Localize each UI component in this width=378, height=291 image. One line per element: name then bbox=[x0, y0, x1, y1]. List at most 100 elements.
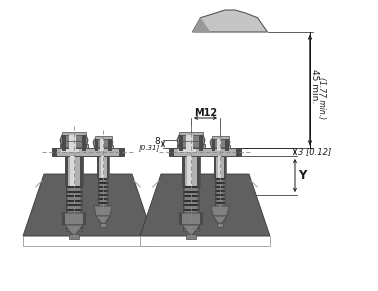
Bar bbox=[183, 213, 199, 215]
Text: (1.77 min.): (1.77 min.) bbox=[316, 77, 325, 119]
Bar bbox=[108, 139, 112, 151]
Polygon shape bbox=[177, 135, 205, 148]
Bar bbox=[225, 139, 228, 151]
Bar bbox=[60, 144, 88, 148]
Bar bbox=[69, 135, 76, 151]
Bar bbox=[215, 182, 225, 184]
Bar bbox=[98, 182, 108, 184]
Bar bbox=[106, 178, 108, 221]
Bar bbox=[99, 139, 104, 151]
Bar bbox=[214, 156, 216, 178]
Bar bbox=[215, 214, 225, 216]
Text: 3 [0.12]: 3 [0.12] bbox=[298, 148, 331, 157]
Bar bbox=[183, 200, 199, 201]
Text: [0.31]: [0.31] bbox=[139, 145, 160, 151]
Bar bbox=[236, 148, 241, 156]
Bar bbox=[182, 156, 200, 186]
Bar bbox=[215, 210, 225, 212]
Bar bbox=[98, 214, 108, 216]
Bar bbox=[183, 186, 185, 231]
Text: M12: M12 bbox=[194, 108, 217, 118]
Bar bbox=[98, 194, 108, 196]
Bar bbox=[52, 148, 124, 156]
Polygon shape bbox=[93, 139, 113, 148]
Bar bbox=[66, 186, 68, 231]
Polygon shape bbox=[94, 206, 112, 216]
Bar bbox=[214, 156, 226, 178]
Bar bbox=[179, 132, 203, 135]
Bar bbox=[97, 156, 109, 178]
Bar bbox=[62, 135, 66, 151]
Bar bbox=[215, 202, 225, 204]
Bar bbox=[66, 204, 82, 206]
Bar bbox=[60, 148, 79, 152]
Bar bbox=[183, 186, 199, 231]
Text: 45 min.: 45 min. bbox=[310, 69, 319, 103]
Polygon shape bbox=[192, 10, 268, 32]
Polygon shape bbox=[211, 206, 229, 216]
Bar bbox=[93, 145, 113, 148]
Bar bbox=[217, 139, 222, 151]
Bar bbox=[183, 217, 199, 219]
Bar bbox=[83, 213, 86, 225]
Bar bbox=[66, 195, 82, 197]
Polygon shape bbox=[96, 216, 110, 223]
Bar bbox=[200, 213, 203, 225]
Bar bbox=[183, 186, 199, 188]
Bar bbox=[23, 236, 153, 246]
Bar bbox=[66, 217, 82, 219]
Bar bbox=[98, 210, 108, 212]
Bar bbox=[94, 139, 98, 151]
Bar bbox=[218, 156, 221, 178]
Bar bbox=[66, 200, 82, 201]
Bar bbox=[66, 213, 82, 215]
Bar bbox=[179, 213, 182, 225]
Bar bbox=[66, 191, 82, 193]
Bar bbox=[98, 178, 108, 221]
Bar bbox=[70, 156, 76, 186]
Bar bbox=[215, 178, 217, 221]
Bar bbox=[183, 195, 199, 197]
Bar bbox=[81, 156, 83, 186]
Bar bbox=[215, 186, 225, 188]
Bar bbox=[187, 156, 192, 186]
Bar bbox=[66, 226, 82, 228]
Bar bbox=[199, 135, 203, 151]
Bar bbox=[107, 156, 109, 178]
Bar bbox=[215, 178, 225, 180]
Bar bbox=[98, 198, 108, 200]
Polygon shape bbox=[23, 174, 153, 236]
Bar bbox=[183, 222, 199, 224]
Text: Y: Y bbox=[298, 169, 307, 182]
Bar bbox=[177, 144, 205, 148]
Bar bbox=[215, 198, 225, 200]
Polygon shape bbox=[62, 213, 86, 225]
Text: 8: 8 bbox=[154, 138, 160, 146]
Bar bbox=[65, 156, 68, 186]
Bar bbox=[215, 194, 225, 196]
Bar bbox=[98, 206, 108, 208]
Bar bbox=[62, 132, 86, 135]
Bar bbox=[94, 136, 112, 139]
Bar bbox=[183, 191, 199, 193]
Bar bbox=[97, 156, 99, 178]
Polygon shape bbox=[182, 225, 200, 234]
Bar bbox=[140, 236, 270, 246]
Bar bbox=[212, 136, 228, 139]
Polygon shape bbox=[60, 135, 88, 148]
Bar bbox=[215, 190, 225, 192]
Bar bbox=[169, 148, 241, 156]
Bar bbox=[100, 223, 106, 227]
Bar bbox=[66, 186, 82, 188]
Bar bbox=[215, 206, 225, 208]
Bar bbox=[98, 190, 108, 192]
Bar bbox=[211, 145, 229, 148]
Bar bbox=[186, 234, 196, 239]
Bar bbox=[66, 186, 82, 231]
Bar bbox=[197, 156, 200, 186]
Bar bbox=[80, 186, 82, 231]
Bar bbox=[178, 148, 196, 152]
Bar bbox=[66, 222, 82, 224]
Polygon shape bbox=[140, 174, 270, 236]
Bar bbox=[119, 148, 124, 156]
